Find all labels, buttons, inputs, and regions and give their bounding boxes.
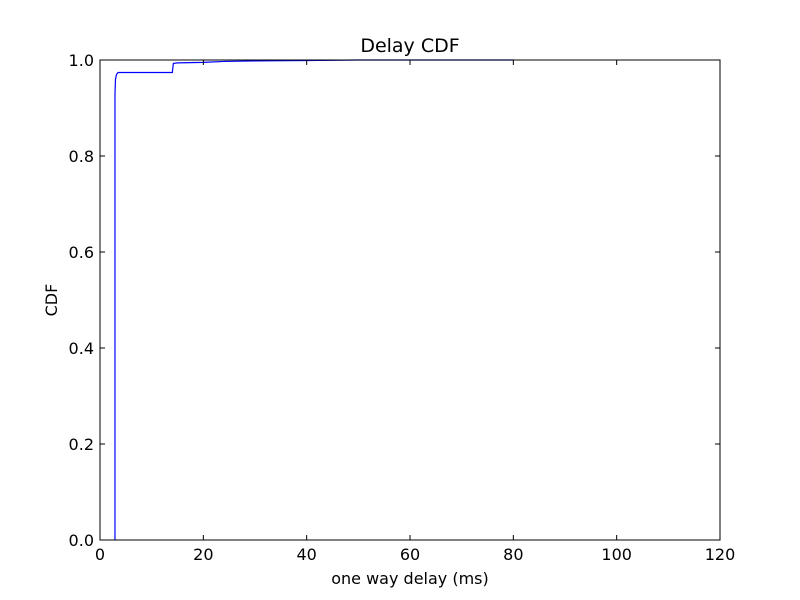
ticks-layer: 0 20 40 60 80 100 120 0.0 0.2 0.4 0.6 0.8 1.0 [69,51,736,564]
x-tick-label: 20 [193,545,213,564]
y-axis-title: CDF [42,284,61,317]
x-tick-label: 0 [95,545,105,564]
x-tick-label: 120 [705,545,736,564]
y-tick-label: 0.2 [69,435,94,454]
y-tick-label: 0.0 [69,531,94,550]
x-tick-label: 100 [601,545,632,564]
chart-title: Delay CDF [360,35,459,57]
y-tick-label: 0.8 [69,147,94,166]
x-axis-title: one way delay (ms) [331,569,489,588]
x-tick-label: 80 [503,545,523,564]
x-tick-label: 60 [400,545,420,564]
x-tick-label: 40 [296,545,316,564]
y-tick-label: 1.0 [69,51,94,70]
y-tick-label: 0.6 [69,243,94,262]
y-tick-label: 0.4 [69,339,94,358]
